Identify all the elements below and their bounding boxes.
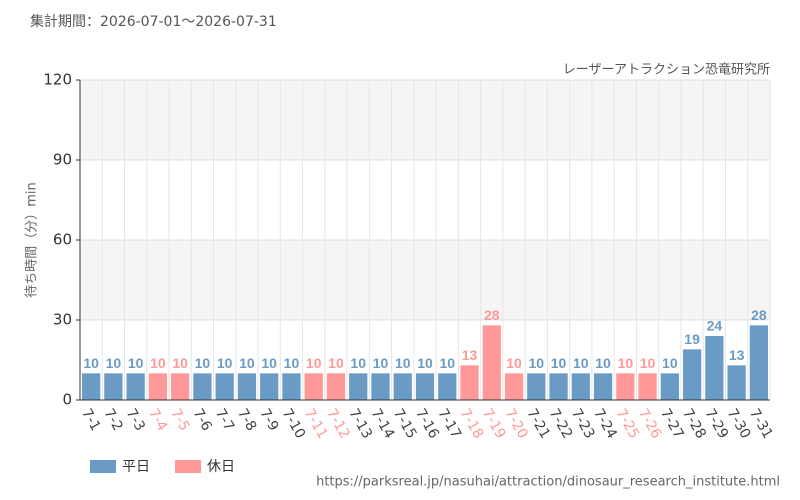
y-tick-label: 120 <box>43 71 72 89</box>
x-tick-label: 7-1 <box>78 406 103 434</box>
y-tick-label: 0 <box>62 391 72 409</box>
bar <box>104 373 123 400</box>
bar <box>438 373 457 400</box>
value-label: 10 <box>395 355 411 371</box>
x-tick-label: 7-2 <box>100 406 125 434</box>
value-label: 10 <box>172 355 188 371</box>
bar <box>349 373 368 400</box>
value-label: 10 <box>106 355 122 371</box>
bar <box>82 373 101 400</box>
bar <box>527 373 546 400</box>
value-label: 10 <box>239 355 255 371</box>
value-label: 10 <box>83 355 99 371</box>
value-label: 10 <box>373 355 389 371</box>
chart-subtitle: レーザーアトラクション恐竜研究所 <box>563 63 770 78</box>
value-label: 10 <box>662 355 678 371</box>
bar <box>460 365 479 400</box>
value-label: 13 <box>729 347 745 363</box>
legend-label: 休日 <box>207 459 235 475</box>
bar <box>549 373 568 400</box>
value-label: 10 <box>284 355 300 371</box>
bar <box>148 373 168 400</box>
value-label: 19 <box>684 331 700 347</box>
bar <box>727 365 746 400</box>
value-label: 10 <box>217 355 233 371</box>
bar <box>304 373 323 400</box>
value-label: 10 <box>439 355 455 371</box>
legend-swatch <box>90 460 116 473</box>
legend-label: 平日 <box>122 459 150 475</box>
value-label: 10 <box>551 355 567 371</box>
value-label: 10 <box>261 355 277 371</box>
value-label: 10 <box>573 355 589 371</box>
value-label: 10 <box>306 355 322 371</box>
chart-title: 集計期間：2026-07-01～2026-07-31 <box>30 13 277 30</box>
grid-band <box>80 80 770 160</box>
bar <box>638 373 657 400</box>
bar <box>571 373 590 400</box>
bar <box>504 373 524 400</box>
bar <box>215 373 234 400</box>
bar <box>371 373 390 400</box>
x-tick-label: 7-3 <box>123 406 148 434</box>
x-tick-label: 7-4 <box>145 406 170 434</box>
bar <box>393 373 412 400</box>
grid-band <box>80 240 770 320</box>
x-tick-label: 7-5 <box>167 406 192 434</box>
value-label: 10 <box>150 355 166 371</box>
legend-swatch <box>175 460 201 473</box>
source-url: https://parksreal.jp/nasuhai/attraction/… <box>316 475 780 490</box>
x-tick-label: 7-6 <box>189 406 214 434</box>
value-label: 10 <box>529 355 545 371</box>
bar <box>415 373 435 400</box>
value-label: 28 <box>751 307 767 323</box>
bar <box>593 373 613 400</box>
value-label: 10 <box>640 355 656 371</box>
value-label: 28 <box>484 307 500 323</box>
y-axis-label: 待ち時間（分）min <box>25 182 40 298</box>
bar <box>326 373 346 400</box>
y-tick-label: 90 <box>53 151 72 169</box>
bar <box>237 373 257 400</box>
bar <box>260 373 279 400</box>
bar <box>660 373 679 400</box>
bar <box>616 373 635 400</box>
value-label: 10 <box>128 355 144 371</box>
value-label: 10 <box>595 355 611 371</box>
bar <box>682 349 702 400</box>
x-tick-label: 7-31 <box>746 406 776 442</box>
bar <box>171 373 190 400</box>
bar <box>193 373 212 400</box>
bar <box>282 373 301 400</box>
x-tick-label: 7-8 <box>234 406 259 434</box>
bar <box>482 325 501 400</box>
y-tick-label: 60 <box>53 231 72 249</box>
value-label: 10 <box>506 355 522 371</box>
value-label: 10 <box>618 355 634 371</box>
bar <box>749 325 768 400</box>
y-tick-label: 30 <box>53 311 72 329</box>
x-tick-label: 7-9 <box>256 406 281 434</box>
value-label: 24 <box>707 318 723 334</box>
value-label: 10 <box>328 355 344 371</box>
value-label: 10 <box>417 355 433 371</box>
value-label: 10 <box>195 355 211 371</box>
bar <box>126 373 145 400</box>
value-label: 13 <box>462 347 478 363</box>
bar <box>705 336 724 400</box>
value-label: 10 <box>350 355 366 371</box>
x-tick-label: 7-7 <box>212 406 237 434</box>
